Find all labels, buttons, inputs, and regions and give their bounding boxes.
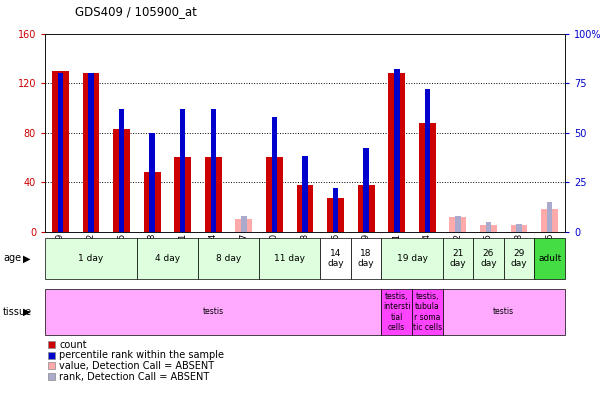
Bar [388,73,405,232]
Bar [480,225,497,232]
Bar [174,157,191,232]
Bar [547,202,552,232]
Bar [351,238,382,279]
Text: adult: adult [538,254,561,263]
Bar [150,133,155,232]
Bar [358,185,374,232]
Bar [236,219,252,232]
Bar [333,188,338,232]
Bar [205,157,222,232]
Text: testis,
intersti
tial
cells: testis, intersti tial cells [383,292,410,332]
Text: tissue: tissue [3,307,32,317]
Text: 18
day: 18 day [358,249,374,268]
Bar [511,225,528,232]
Bar [241,216,246,232]
Bar [327,198,344,232]
Bar [88,73,94,232]
Bar [137,238,198,279]
Text: testis: testis [203,307,224,316]
Bar [119,109,124,232]
Text: 11 day: 11 day [274,254,305,263]
Text: 29
day: 29 day [511,249,528,268]
Text: age: age [3,253,21,263]
Bar [58,73,63,232]
Bar [542,209,558,232]
Bar [113,129,130,232]
Bar [442,238,473,279]
Text: rank, Detection Call = ABSENT: rank, Detection Call = ABSENT [59,371,210,382]
Bar [82,73,99,232]
Bar [180,109,186,232]
Bar [210,109,216,232]
Text: 1 day: 1 day [78,254,103,263]
Bar [394,69,400,232]
Bar [272,117,277,232]
Text: 8 day: 8 day [216,254,241,263]
Bar [45,238,137,279]
Text: value, Detection Call = ABSENT: value, Detection Call = ABSENT [59,361,215,371]
Bar [320,238,351,279]
Bar [364,148,369,232]
Bar [198,238,259,279]
Bar [382,238,442,279]
Text: ▶: ▶ [23,253,30,263]
Bar [442,289,565,335]
Bar [504,238,534,279]
Text: GDS409 / 105900_at: GDS409 / 105900_at [75,5,197,18]
Text: 4 day: 4 day [155,254,180,263]
Bar [382,289,412,335]
Bar [45,289,382,335]
Text: 14
day: 14 day [328,249,344,268]
Text: ▶: ▶ [23,307,30,317]
Bar [412,289,442,335]
Bar [516,224,522,232]
Bar [52,71,69,232]
Bar [473,238,504,279]
Bar [424,89,430,232]
Bar [455,216,460,232]
Text: testis,
tubula
r soma
tic cells: testis, tubula r soma tic cells [413,292,442,332]
Text: percentile rank within the sample: percentile rank within the sample [59,350,225,360]
Text: count: count [59,339,87,350]
Text: testis: testis [493,307,514,316]
Text: 19 day: 19 day [397,254,427,263]
Text: 21
day: 21 day [450,249,466,268]
Bar [534,238,565,279]
Text: 26
day: 26 day [480,249,497,268]
Bar [144,172,160,232]
Bar [450,217,466,232]
Bar [259,238,320,279]
Bar [419,123,436,232]
Bar [302,156,308,232]
Bar [297,185,313,232]
Bar [266,157,283,232]
Bar [486,222,491,232]
